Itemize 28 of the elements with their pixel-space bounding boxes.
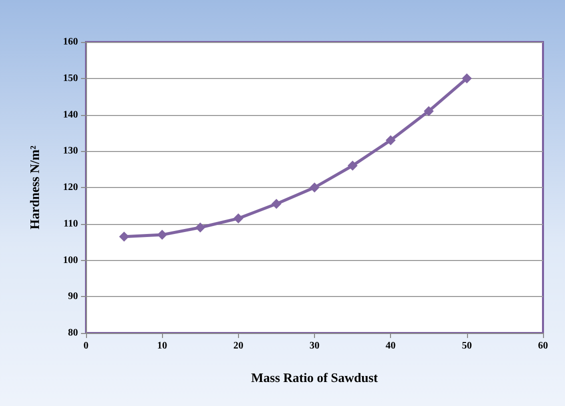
y-tick-label: 120 (63, 182, 78, 193)
y-tick-label: 150 (63, 72, 78, 84)
x-tick-label: 30 (310, 340, 320, 352)
point (271, 198, 282, 209)
y-tick-label: 100 (63, 254, 78, 266)
point (348, 160, 358, 171)
point (157, 230, 168, 240)
y-tick-label: 140 (63, 109, 78, 120)
x-tick-label: 50 (462, 340, 472, 352)
point (462, 73, 472, 84)
x-tick-label: 0 (84, 340, 88, 352)
y-tick-label: 160 (63, 36, 78, 48)
x-tick-label: 10 (157, 340, 168, 352)
y-tick-label: 110 (64, 218, 78, 230)
y-tick-label: 90 (68, 291, 78, 302)
y-tick-label: 80 (68, 328, 78, 338)
y-axis-title: Hardness N/m² (27, 146, 42, 230)
point (233, 213, 244, 224)
point (386, 135, 396, 146)
point (424, 106, 434, 116)
y-tick-label: 130 (63, 146, 78, 157)
x-axis-title: Mass Ratio of Sawdust (251, 370, 379, 385)
point (310, 182, 320, 192)
point (119, 232, 130, 242)
x-tick-label: 20 (233, 340, 244, 352)
x-tick-label: 60 (538, 340, 548, 352)
point (195, 222, 206, 233)
x-tick-label: 40 (386, 340, 396, 352)
